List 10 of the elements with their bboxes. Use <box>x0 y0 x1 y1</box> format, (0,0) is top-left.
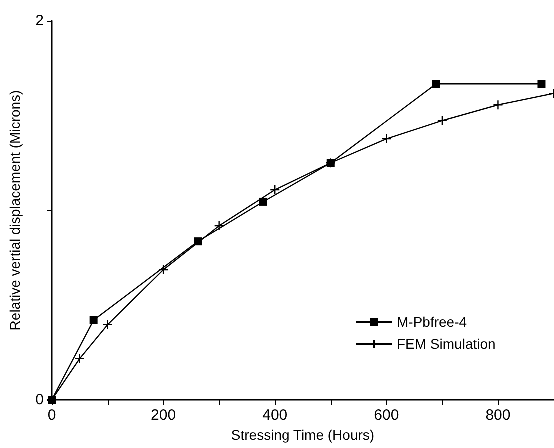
x-axis-title: Stressing Time (Hours) <box>231 426 375 443</box>
x-tick-label: 800 <box>486 407 511 424</box>
y-tick-label: 2 <box>36 12 44 30</box>
legend-label: FEM Simulation <box>397 336 496 352</box>
legend-label: M-Pbfree-4 <box>397 314 468 330</box>
x-tick-label: 600 <box>374 407 400 424</box>
x-tick-label: 0 <box>48 407 56 424</box>
x-tick-label: 200 <box>151 407 176 424</box>
x-tick-label: 400 <box>262 407 288 424</box>
y-axis-title: Relative vertial displacement (Microns) <box>7 90 23 331</box>
